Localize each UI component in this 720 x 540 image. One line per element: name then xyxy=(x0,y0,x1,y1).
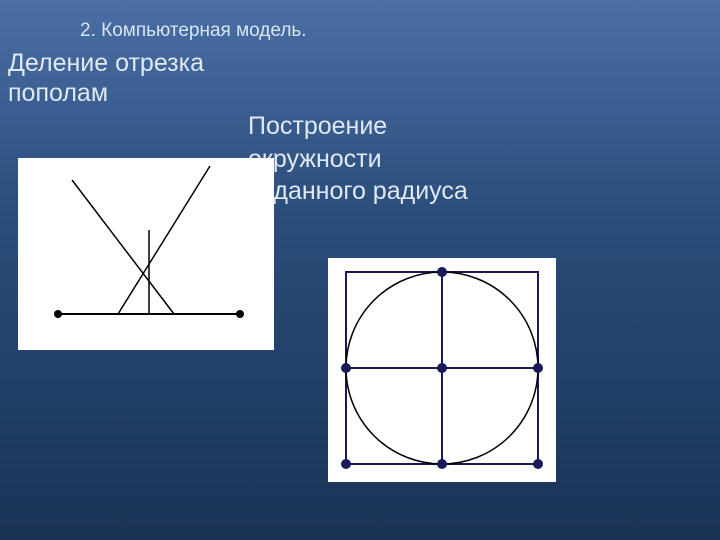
bisect-segment-diagram xyxy=(18,158,274,350)
left-diagram-title: Деление отрезка пополам xyxy=(8,48,268,108)
right-diagram-title: Построение окружности заданного радиуса xyxy=(248,110,498,208)
slide-heading: 2. Компьютерная модель. xyxy=(80,20,320,42)
circle-construction-diagram xyxy=(328,258,556,482)
